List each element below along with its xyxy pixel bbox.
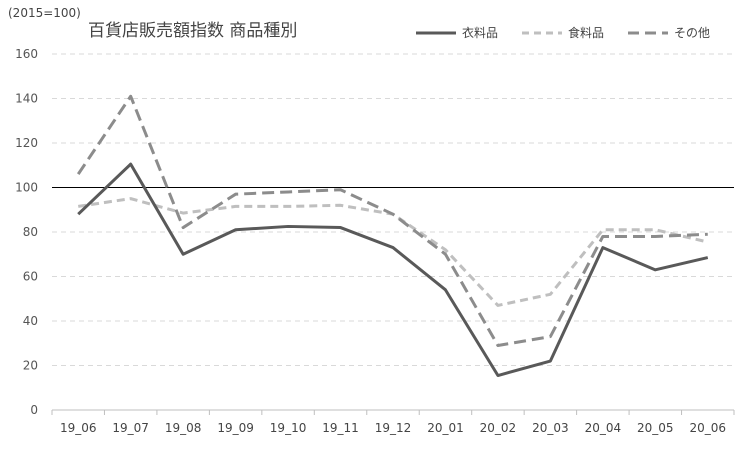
x-tick-label: 20_04 [585, 421, 622, 435]
legend-label-food: 食料品 [568, 26, 605, 40]
x-tick-label: 19_06 [60, 421, 97, 435]
legend-swatch-other [628, 31, 669, 34]
series-line-0 [77, 162, 709, 378]
y-tick-label: 40 [23, 314, 38, 328]
x-tick-label: 20_02 [480, 421, 517, 435]
chart-title: 百貨店販売額指数 商品種別 [88, 21, 298, 41]
x-tick-label: 20_01 [427, 421, 464, 435]
legend-item-food: 食料品 [522, 24, 604, 41]
x-tick-label: 19_08 [165, 421, 202, 435]
legend-label-other: その他 [674, 26, 711, 40]
y-tick-label: 120 [15, 136, 38, 150]
x-tick-label: 19_11 [322, 421, 359, 435]
y-tick-label: 160 [15, 47, 38, 61]
legend-swatch-food [522, 31, 563, 34]
y-tick-label: 140 [15, 92, 38, 106]
y-tick-label: 100 [15, 181, 38, 195]
legend-swatch-clothing [416, 31, 456, 34]
y-tick-label: 60 [23, 270, 38, 284]
unit-label: (2015=100) [8, 6, 81, 20]
y-tick-label: 20 [23, 359, 38, 373]
y-tick-label: 0 [30, 403, 38, 417]
legend: 衣料品 食料品 その他 [416, 24, 710, 41]
x-tick-label: 19_09 [217, 421, 254, 435]
x-tick-label: 20_03 [532, 421, 569, 435]
x-tick-label: 20_05 [637, 421, 674, 435]
y-tick-label: 80 [23, 225, 38, 239]
legend-item-clothing: 衣料品 [416, 24, 498, 41]
x-tick-label: 19_12 [375, 421, 412, 435]
legend-item-other: その他 [628, 24, 710, 41]
x-tick-label: 19_10 [270, 421, 307, 435]
x-tick-label: 19_07 [112, 421, 149, 435]
x-tick-label: 20_06 [689, 421, 726, 435]
series-line-2 [76, 94, 708, 347]
legend-label-clothing: 衣料品 [462, 26, 499, 40]
